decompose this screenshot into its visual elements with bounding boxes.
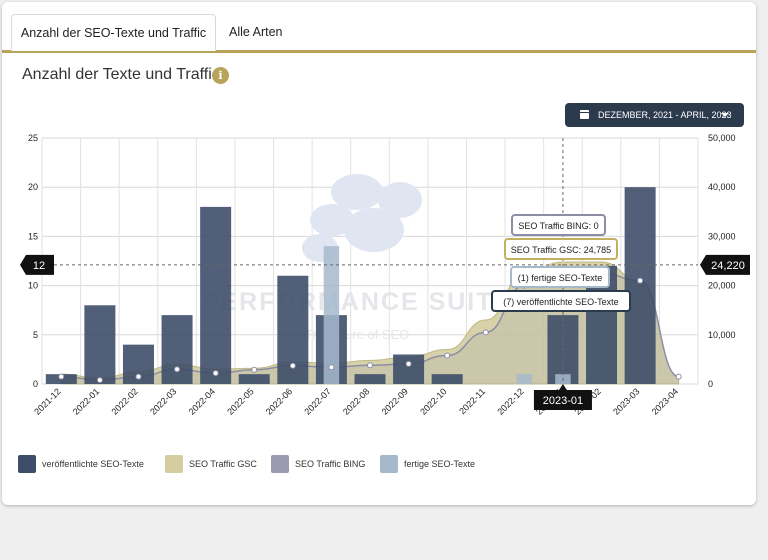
x-tick-label: 2022-02 <box>109 386 139 416</box>
bar-published <box>161 315 193 384</box>
bar-ready <box>516 374 533 384</box>
bing-point <box>289 362 296 369</box>
x-tick-label: 2022-12 <box>495 386 525 416</box>
bar-published <box>84 305 116 384</box>
bing-point <box>637 277 644 284</box>
bing-point <box>444 352 451 359</box>
bing-point <box>367 362 373 369</box>
bing-point <box>675 373 682 380</box>
y-right-tick-label: 30,000 <box>708 231 736 241</box>
y-left-tick-label: 0 <box>33 379 38 389</box>
x-tick-label: 2022-03 <box>148 386 178 416</box>
watermark-shape <box>310 204 354 236</box>
tooltip-ready-box <box>510 266 610 288</box>
info-icon[interactable]: i <box>212 67 229 84</box>
legend-label: SEO Traffic BING <box>295 459 366 469</box>
x-tick-label: 2022-09 <box>380 386 410 416</box>
y-left-tick-label: 15 <box>28 231 38 241</box>
tooltip-ready-text: (1) fertige SEO-Texte <box>518 273 603 283</box>
x-tick-label: 2022-10 <box>418 386 448 416</box>
date-range-label: DEZEMBER, 2021 - APRIL, 2023 <box>598 110 732 120</box>
legend-label: veröffentlichte SEO-Texte <box>42 459 144 469</box>
tab-all-types[interactable]: Alle Arten <box>229 25 283 39</box>
tooltip-gsc-text: SEO Traffic GSC: 24,785 <box>511 245 611 255</box>
date-range-button[interactable]: DEZEMBER, 2021 - APRIL, 2023 <box>565 103 744 127</box>
bing-point <box>251 366 258 373</box>
bar-ready <box>323 246 340 384</box>
watermark-shape <box>378 182 422 218</box>
x-tick-label: 2023-03 <box>611 386 641 416</box>
crosshair-x-label-box <box>533 384 592 410</box>
y-left-tick-label: 10 <box>28 281 38 291</box>
y-right-tick-label: 40,000 <box>708 182 736 192</box>
crosshair-left-label-box <box>20 254 54 275</box>
area-swatch-icon <box>271 455 289 473</box>
y-left-tick-label: 25 <box>28 133 38 143</box>
tab-bar: Anzahl der SEO-Texte und Traffic Alle Ar… <box>2 2 756 53</box>
x-tick-label: 2021-12 <box>32 386 62 416</box>
y-right-tick-label: 20,000 <box>708 281 736 291</box>
y-right-tick-label: 10,000 <box>708 330 736 340</box>
bing-point <box>58 373 65 380</box>
bing-point <box>96 377 103 384</box>
chart-title: Anzahl der Texte und Traffic <box>22 66 220 83</box>
tooltip-gsc-box <box>504 238 618 260</box>
area-swatch-icon <box>165 455 183 473</box>
x-tick-label: 2022-07 <box>302 386 332 416</box>
crosshair-right-label: 24,220 <box>711 260 745 272</box>
legend-label: SEO Traffic GSC <box>189 459 257 469</box>
tab-seo-texts-traffic[interactable]: Anzahl der SEO-Texte und Traffic <box>11 14 216 51</box>
bing-point <box>482 329 489 336</box>
y-left-tick-label: 5 <box>33 330 38 340</box>
tooltip-bing-text: SEO Traffic BING: 0 <box>518 221 598 231</box>
bing-point <box>135 373 142 380</box>
x-tick-label: 2022-01 <box>71 386 101 416</box>
chart-card: Anzahl der SEO-Texte und Traffic Alle Ar… <box>2 2 756 505</box>
watermark-logo <box>302 174 422 262</box>
watermark-text: PERFORMANCE SUITE <box>202 288 512 316</box>
bar-swatch-icon <box>18 455 36 473</box>
x-tick-label: 2022-06 <box>264 386 294 416</box>
bar-swatch-icon <box>380 455 398 473</box>
y-right-tick-label: 50,000 <box>708 133 736 143</box>
bing-point <box>174 366 181 373</box>
bing-point <box>328 364 335 371</box>
calendar-icon <box>580 110 589 119</box>
bing-point <box>212 370 219 377</box>
tooltip-published-text: (7) veröffentlichte SEO-Texte <box>503 297 618 307</box>
x-tick-label: 2023-04 <box>650 386 680 416</box>
tooltip-bing-box <box>511 214 606 236</box>
crosshair-x-label: 2023-01 <box>543 395 583 407</box>
x-tick-label: 2022-11 <box>457 386 487 416</box>
crosshair-left-label: 12 <box>33 260 45 272</box>
crosshair-right-label-box <box>700 254 750 275</box>
bar-published <box>393 354 425 384</box>
legend-label: fertige SEO-Texte <box>404 459 476 469</box>
x-tick-label: 2022-08 <box>341 386 371 416</box>
x-tick-label: 2022-05 <box>225 386 255 416</box>
tooltip-published-box <box>491 290 631 312</box>
caret-down-icon <box>721 113 729 117</box>
y-left-tick-label: 20 <box>28 182 38 192</box>
bar-published <box>624 187 656 384</box>
watermark-shape <box>331 174 383 210</box>
bar-published <box>354 374 386 384</box>
bar-published <box>200 206 232 384</box>
y-right-tick-label: 0 <box>708 379 713 389</box>
bar-published <box>431 374 463 384</box>
watermark-shape <box>344 208 404 252</box>
chart-svg: 0 5 10 15 20 25 0 10,000 20,000 30,000 40,000 50,00… <box>20 133 750 417</box>
x-tick-label: 2022-04 <box>187 386 217 416</box>
bing-point <box>405 360 412 367</box>
bar-published <box>238 374 270 384</box>
